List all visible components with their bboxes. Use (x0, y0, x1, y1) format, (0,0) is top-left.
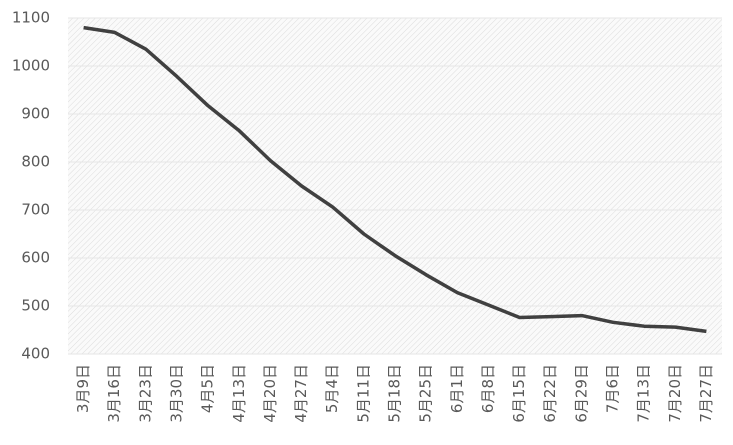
y-tick-label: 1100 (12, 9, 50, 27)
x-tick-label: 6月29日 (572, 364, 590, 423)
x-tick-label: 5月11日 (354, 364, 372, 423)
x-tick-label: 4月13日 (230, 364, 248, 423)
x-tick-label: 5月25日 (417, 364, 435, 423)
x-tick-label: 3月16日 (105, 364, 123, 423)
x-tick-label: 7月27日 (697, 364, 715, 423)
y-tick-label: 600 (21, 249, 50, 267)
x-tick-label: 3月23日 (136, 364, 154, 423)
x-tick-label: 4月27日 (292, 364, 310, 423)
x-tick-label: 6月15日 (510, 364, 528, 423)
y-tick-label: 900 (21, 105, 50, 123)
line (83, 25, 707, 334)
y-tick-label: 400 (21, 345, 50, 363)
x-tick-label: 6月8日 (479, 364, 497, 413)
y-tick-label: 1000 (12, 57, 50, 75)
x-tick-label: 6月1日 (448, 364, 466, 413)
y-tick-label: 500 (21, 297, 50, 315)
y-tick-label: 800 (21, 153, 50, 171)
x-tick-label: 7月13日 (635, 364, 653, 423)
x-tick-label: 5月4日 (323, 364, 341, 413)
y-tick-label: 700 (21, 201, 50, 219)
x-tick-label: 4月20日 (261, 364, 279, 423)
x-tick-label: 7月20日 (666, 364, 684, 423)
x-tick-label: 6月22日 (541, 364, 559, 423)
x-tick-label: 4月5日 (199, 364, 217, 413)
x-tick-label: 5月18日 (386, 364, 404, 423)
x-tick-label: 3月9日 (74, 364, 92, 413)
plot-area (68, 18, 722, 354)
x-tick-label: 7月6日 (604, 364, 622, 413)
x-tick-label: 3月30日 (168, 364, 186, 423)
